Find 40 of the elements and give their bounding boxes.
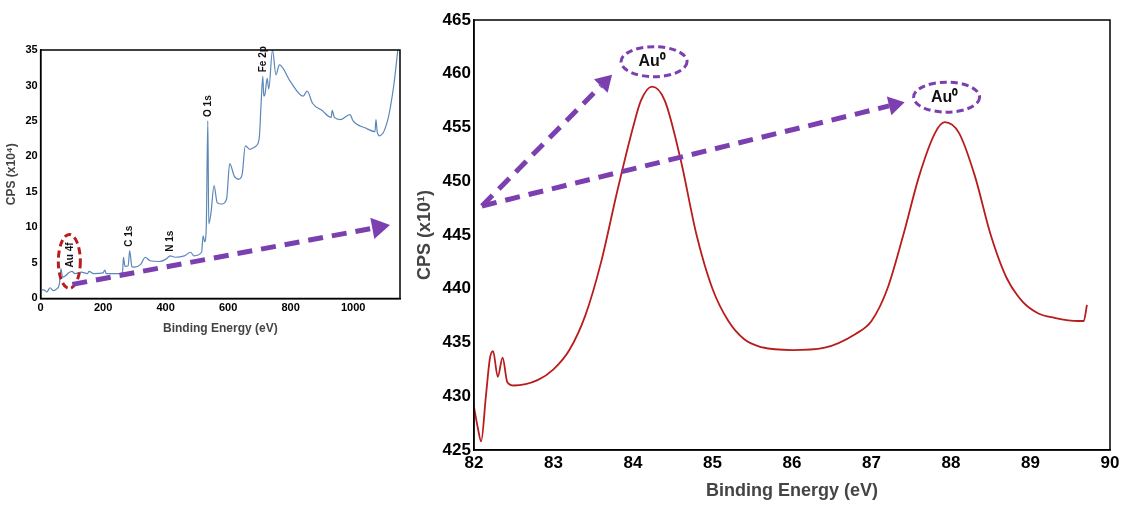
x-tick-label: 800 — [281, 301, 300, 314]
y-tick-label: 0 — [31, 291, 38, 304]
y-tick-label: 430 — [442, 385, 471, 405]
y-tick-label: 435 — [442, 332, 471, 352]
y-tick-label: 35 — [25, 43, 38, 56]
y-axis-title: CPS (x10¹) — [413, 189, 434, 281]
x-tick-label: 90 — [1100, 452, 1120, 472]
line-series — [473, 85, 1088, 443]
x-tick-label: 600 — [218, 301, 238, 314]
annotation: Au⁰ — [638, 52, 666, 70]
x-tick-label: 88 — [941, 452, 961, 472]
x-tick-label: 84 — [623, 452, 643, 472]
x-tick-label: 83 — [544, 452, 563, 472]
x-tick-label: 87 — [862, 452, 881, 472]
x-tick-label: 200 — [93, 301, 113, 314]
y-tick-label: 440 — [442, 278, 471, 298]
y-tick-label: 20 — [25, 149, 38, 162]
y-tick-label: 465 — [442, 9, 471, 29]
y-tick-label: 15 — [25, 184, 38, 197]
x-tick-label: 1000 — [340, 301, 366, 314]
x-tick-label: 86 — [782, 452, 802, 472]
annotation: Au⁰ — [930, 87, 959, 105]
x-tick-label: 89 — [1021, 452, 1040, 472]
x-axis-title: Binding Energy (eV) — [162, 321, 278, 336]
y-tick-label: 450 — [442, 170, 471, 190]
y-tick-label: 455 — [442, 117, 471, 137]
x-tick-label: 400 — [156, 301, 175, 314]
x-tick-label: 85 — [703, 452, 722, 472]
y-tick-label: 10 — [25, 220, 38, 233]
y-tick-label: 460 — [442, 63, 471, 83]
y-tick-label: 5 — [31, 255, 38, 268]
annotation: O 1s — [201, 94, 213, 117]
x-axis-title: Binding Energy (eV) — [705, 480, 878, 501]
y-tick-label: 30 — [25, 78, 38, 91]
annotation: Au 4f — [64, 241, 76, 268]
annotation: C 1s — [123, 225, 135, 247]
y-tick-label: 25 — [25, 114, 38, 126]
y-tick-label: 445 — [442, 224, 471, 244]
annotation: N 1s — [164, 230, 176, 252]
y-axis-title: CPS (x10⁴) — [3, 143, 18, 206]
